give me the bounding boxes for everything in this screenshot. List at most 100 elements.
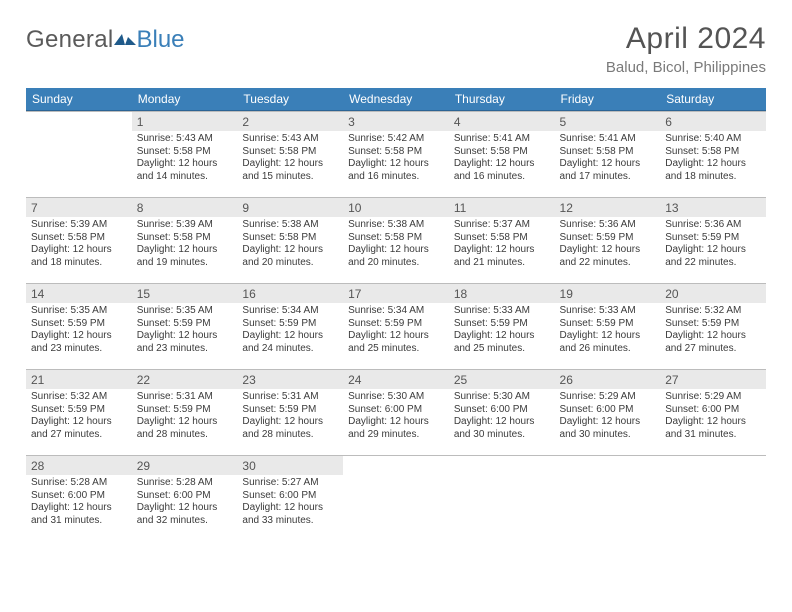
sunrise-line: Sunrise: 5:39 AM [31,219,127,232]
calendar-cell: 24Sunrise: 5:30 AMSunset: 6:00 PMDayligh… [343,369,449,455]
triangle-icon [114,32,136,48]
day-number: 19 [555,283,661,303]
day-number: 14 [26,283,132,303]
daylight-line: Daylight: 12 hours and 21 minutes. [454,244,550,269]
daylight-line: Daylight: 12 hours and 22 minutes. [665,244,761,269]
calendar-body: 1Sunrise: 5:43 AMSunset: 5:58 PMDaylight… [26,111,766,542]
day-number: 10 [343,197,449,217]
calendar-cell: 13Sunrise: 5:36 AMSunset: 5:59 PMDayligh… [660,197,766,283]
sunrise-line: Sunrise: 5:33 AM [454,305,550,318]
sunrise-line: Sunrise: 5:31 AM [137,391,233,404]
day-details: Sunrise: 5:34 AMSunset: 5:59 PMDaylight:… [237,303,343,358]
day-details: Sunrise: 5:36 AMSunset: 5:59 PMDaylight:… [660,217,766,272]
sunrise-line: Sunrise: 5:39 AM [137,219,233,232]
sunrise-line: Sunrise: 5:35 AM [137,305,233,318]
daylight-line: Daylight: 12 hours and 27 minutes. [31,416,127,441]
calendar-cell: 17Sunrise: 5:34 AMSunset: 5:59 PMDayligh… [343,283,449,369]
sunrise-line: Sunrise: 5:42 AM [348,133,444,146]
sunset-line: Sunset: 5:59 PM [665,318,761,331]
day-details: Sunrise: 5:32 AMSunset: 5:59 PMDaylight:… [26,389,132,444]
calendar-cell: 1Sunrise: 5:43 AMSunset: 5:58 PMDaylight… [132,111,238,198]
calendar-cell: 2Sunrise: 5:43 AMSunset: 5:58 PMDaylight… [237,111,343,198]
day-number: 20 [660,283,766,303]
sunset-line: Sunset: 5:59 PM [560,318,656,331]
day-details: Sunrise: 5:28 AMSunset: 6:00 PMDaylight:… [132,475,238,530]
day-details: Sunrise: 5:41 AMSunset: 5:58 PMDaylight:… [555,131,661,186]
sunrise-line: Sunrise: 5:33 AM [560,305,656,318]
day-number: 16 [237,283,343,303]
calendar-cell: 11Sunrise: 5:37 AMSunset: 5:58 PMDayligh… [449,197,555,283]
calendar-cell: 4Sunrise: 5:41 AMSunset: 5:58 PMDaylight… [449,111,555,198]
calendar-cell [449,455,555,541]
daylight-line: Daylight: 12 hours and 31 minutes. [665,416,761,441]
sunrise-line: Sunrise: 5:36 AM [560,219,656,232]
day-number: 21 [26,369,132,389]
empty-cell [660,455,766,541]
calendar-cell: 30Sunrise: 5:27 AMSunset: 6:00 PMDayligh… [237,455,343,541]
day-number: 28 [26,455,132,475]
calendar-row: 28Sunrise: 5:28 AMSunset: 6:00 PMDayligh… [26,455,766,541]
day-number: 1 [132,111,238,131]
weekday-header: Friday [555,88,661,111]
daylight-line: Daylight: 12 hours and 16 minutes. [348,158,444,183]
sunrise-line: Sunrise: 5:34 AM [242,305,338,318]
day-details: Sunrise: 5:29 AMSunset: 6:00 PMDaylight:… [660,389,766,444]
title-block: April 2024 Balud, Bicol, Philippines [606,22,766,76]
sunrise-line: Sunrise: 5:41 AM [560,133,656,146]
day-details: Sunrise: 5:27 AMSunset: 6:00 PMDaylight:… [237,475,343,530]
sunset-line: Sunset: 5:58 PM [242,232,338,245]
calendar-cell: 28Sunrise: 5:28 AMSunset: 6:00 PMDayligh… [26,455,132,541]
weekday-header: Wednesday [343,88,449,111]
sunset-line: Sunset: 5:59 PM [665,232,761,245]
sunrise-line: Sunrise: 5:38 AM [242,219,338,232]
day-details: Sunrise: 5:40 AMSunset: 5:58 PMDaylight:… [660,131,766,186]
calendar-cell [343,455,449,541]
sunrise-line: Sunrise: 5:27 AM [242,477,338,490]
sunset-line: Sunset: 6:00 PM [454,404,550,417]
sunset-line: Sunset: 5:59 PM [242,318,338,331]
sunrise-line: Sunrise: 5:36 AM [665,219,761,232]
logo: General Blue [26,22,185,54]
daylight-line: Daylight: 12 hours and 14 minutes. [137,158,233,183]
calendar-cell: 3Sunrise: 5:42 AMSunset: 5:58 PMDaylight… [343,111,449,198]
sunrise-line: Sunrise: 5:34 AM [348,305,444,318]
day-number: 27 [660,369,766,389]
calendar-cell: 15Sunrise: 5:35 AMSunset: 5:59 PMDayligh… [132,283,238,369]
day-details: Sunrise: 5:36 AMSunset: 5:59 PMDaylight:… [555,217,661,272]
calendar-cell: 7Sunrise: 5:39 AMSunset: 5:58 PMDaylight… [26,197,132,283]
daylight-line: Daylight: 12 hours and 32 minutes. [137,502,233,527]
day-details: Sunrise: 5:35 AMSunset: 5:59 PMDaylight:… [132,303,238,358]
daylight-line: Daylight: 12 hours and 25 minutes. [348,330,444,355]
calendar-cell: 23Sunrise: 5:31 AMSunset: 5:59 PMDayligh… [237,369,343,455]
sunset-line: Sunset: 5:59 PM [454,318,550,331]
day-details: Sunrise: 5:42 AMSunset: 5:58 PMDaylight:… [343,131,449,186]
daylight-line: Daylight: 12 hours and 29 minutes. [348,416,444,441]
daylight-line: Daylight: 12 hours and 25 minutes. [454,330,550,355]
day-number: 30 [237,455,343,475]
page-title: April 2024 [606,22,766,56]
calendar-cell: 16Sunrise: 5:34 AMSunset: 5:59 PMDayligh… [237,283,343,369]
calendar-cell: 8Sunrise: 5:39 AMSunset: 5:58 PMDaylight… [132,197,238,283]
sunset-line: Sunset: 5:58 PM [348,146,444,159]
daylight-line: Daylight: 12 hours and 33 minutes. [242,502,338,527]
day-details: Sunrise: 5:33 AMSunset: 5:59 PMDaylight:… [555,303,661,358]
daylight-line: Daylight: 12 hours and 20 minutes. [348,244,444,269]
empty-cell [555,455,661,541]
sunset-line: Sunset: 5:59 PM [242,404,338,417]
calendar-cell: 18Sunrise: 5:33 AMSunset: 5:59 PMDayligh… [449,283,555,369]
day-number: 9 [237,197,343,217]
daylight-line: Daylight: 12 hours and 23 minutes. [137,330,233,355]
calendar-cell: 29Sunrise: 5:28 AMSunset: 6:00 PMDayligh… [132,455,238,541]
calendar-table: SundayMondayTuesdayWednesdayThursdayFrid… [26,88,766,541]
daylight-line: Daylight: 12 hours and 26 minutes. [560,330,656,355]
weekday-header: Saturday [660,88,766,111]
day-number: 12 [555,197,661,217]
weekday-header: Sunday [26,88,132,111]
day-number: 13 [660,197,766,217]
calendar-cell: 22Sunrise: 5:31 AMSunset: 5:59 PMDayligh… [132,369,238,455]
sunrise-line: Sunrise: 5:32 AM [665,305,761,318]
day-number: 25 [449,369,555,389]
calendar-cell [555,455,661,541]
sunset-line: Sunset: 5:58 PM [31,232,127,245]
sunrise-line: Sunrise: 5:37 AM [454,219,550,232]
